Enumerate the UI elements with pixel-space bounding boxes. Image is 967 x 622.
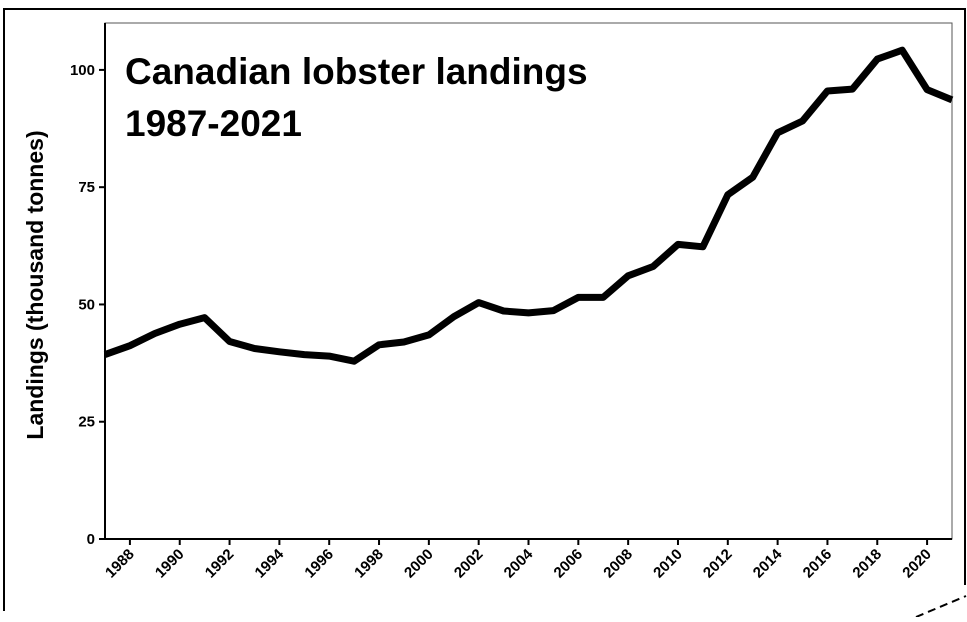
data-point	[724, 191, 731, 198]
data-point	[575, 294, 582, 301]
data-point	[126, 342, 133, 349]
x-tick-label: 2004	[501, 545, 537, 581]
x-tick-label: 2014	[750, 545, 786, 581]
data-point	[525, 309, 532, 316]
x-tick-label: 2002	[451, 546, 487, 582]
x-tick-label: 2006	[551, 546, 587, 582]
data-point	[625, 272, 632, 279]
x-tick-label: 2000	[401, 546, 437, 582]
data-point	[824, 88, 831, 95]
x-tick-label: 2018	[849, 546, 885, 582]
data-point	[176, 321, 183, 328]
data-point	[475, 299, 482, 306]
figure-border	[3, 8, 966, 611]
data-point	[774, 129, 781, 136]
data-point	[899, 47, 906, 54]
data-point	[400, 339, 407, 346]
data-point	[849, 86, 856, 93]
series-line-landings	[103, 46, 954, 365]
data-point	[151, 330, 158, 337]
data-point	[251, 345, 258, 352]
data-point	[749, 174, 756, 181]
data-point	[500, 308, 507, 315]
y-tick-label: 50	[78, 296, 95, 313]
y-tick-label: 100	[70, 62, 95, 79]
x-tick-label: 1994	[252, 545, 288, 581]
data-point	[351, 358, 358, 365]
data-point	[301, 351, 308, 358]
chart-title-line-2: 1987-2021	[125, 103, 302, 144]
data-point	[425, 331, 432, 338]
data-point	[201, 314, 208, 321]
x-tick-label: 2012	[700, 546, 736, 582]
x-tick-label: 1992	[202, 546, 238, 582]
data-point	[600, 294, 607, 301]
x-tick-label: 1988	[102, 546, 138, 582]
x-tick-label: 2016	[800, 546, 836, 582]
y-axis-label: Landings (thousand tonnes)	[22, 130, 48, 439]
data-point	[699, 243, 706, 250]
data-point	[276, 348, 283, 355]
data-point	[650, 263, 657, 270]
data-point	[924, 86, 931, 93]
data-point	[376, 341, 383, 348]
y-tick-label: 0	[87, 531, 95, 548]
x-tick-label: 1996	[301, 546, 337, 582]
x-tick-label: 1998	[351, 546, 387, 582]
data-point	[326, 353, 333, 360]
plot-panel	[104, 22, 953, 540]
x-tick-label: 2010	[650, 546, 686, 582]
chart-title-line-1: Canadian lobster landings	[125, 51, 588, 92]
y-tick-label: 75	[78, 179, 95, 196]
data-point	[226, 338, 233, 345]
data-point	[949, 96, 956, 103]
border-corner-dash	[915, 595, 967, 618]
data-point	[102, 351, 109, 358]
x-tick-label: 1990	[152, 546, 188, 582]
data-point	[874, 56, 881, 63]
data-point	[799, 118, 806, 125]
data-point	[550, 307, 557, 314]
y-tick-label: 25	[78, 414, 95, 431]
x-tick-label: 2020	[899, 546, 935, 582]
x-tick-label: 2008	[600, 546, 636, 582]
data-point	[450, 313, 457, 320]
data-point	[675, 241, 682, 248]
